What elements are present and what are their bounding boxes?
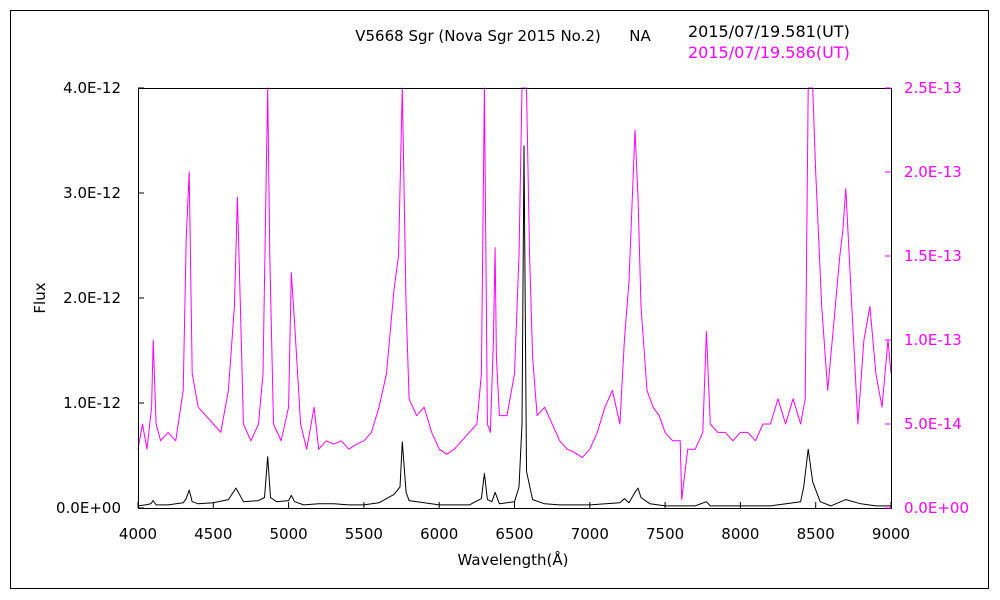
x-tick-label: 7000 xyxy=(571,525,609,543)
y-right-tick-label: 2.0E-13 xyxy=(904,163,962,181)
x-tick-label: 4000 xyxy=(119,525,157,543)
y-right-tick-label: 1.5E-13 xyxy=(904,247,962,265)
legend-entry-black: 2015/07/19.581(UT) xyxy=(688,22,850,41)
y-axis-label: Flux xyxy=(31,282,49,313)
chart-title: V5668 Sgr (Nova Sgr 2015 No.2) xyxy=(355,27,601,45)
legend-entry-magenta: 2015/07/19.586(UT) xyxy=(688,43,850,62)
series-line-magenta xyxy=(137,87,892,501)
x-tick-label: 9000 xyxy=(872,525,910,543)
x-tick-label: 5500 xyxy=(345,525,383,543)
x-tick-label: 6500 xyxy=(495,525,533,543)
observer-label: NA xyxy=(629,27,651,45)
plot-area-border xyxy=(138,88,892,509)
y-left-tick-label: 1.0E-12 xyxy=(63,394,121,412)
x-tick-label: 5000 xyxy=(270,525,308,543)
y-left-tick-label: 0.0E+00 xyxy=(56,499,121,517)
series-line-black xyxy=(137,145,891,507)
y-left-tick-label: 2.0E-12 xyxy=(63,289,121,307)
y-left-tick-label: 4.0E-12 xyxy=(63,79,121,97)
x-tick-label: 6000 xyxy=(420,525,458,543)
x-tick-label: 7500 xyxy=(646,525,684,543)
x-tick-label: 8500 xyxy=(797,525,835,543)
x-tick-label: 8000 xyxy=(721,525,759,543)
x-tick-label: 4500 xyxy=(194,525,232,543)
y-right-tick-label: 0.0E+00 xyxy=(904,499,969,517)
y-right-tick-label: 5.0E-14 xyxy=(904,415,962,433)
outer-border xyxy=(10,10,989,589)
y-right-tick-label: 2.5E-13 xyxy=(904,79,962,97)
y-right-tick-label: 1.0E-13 xyxy=(904,331,962,349)
y-left-tick-label: 3.0E-12 xyxy=(63,184,121,202)
x-axis-label: Wavelength(Å) xyxy=(458,550,569,569)
